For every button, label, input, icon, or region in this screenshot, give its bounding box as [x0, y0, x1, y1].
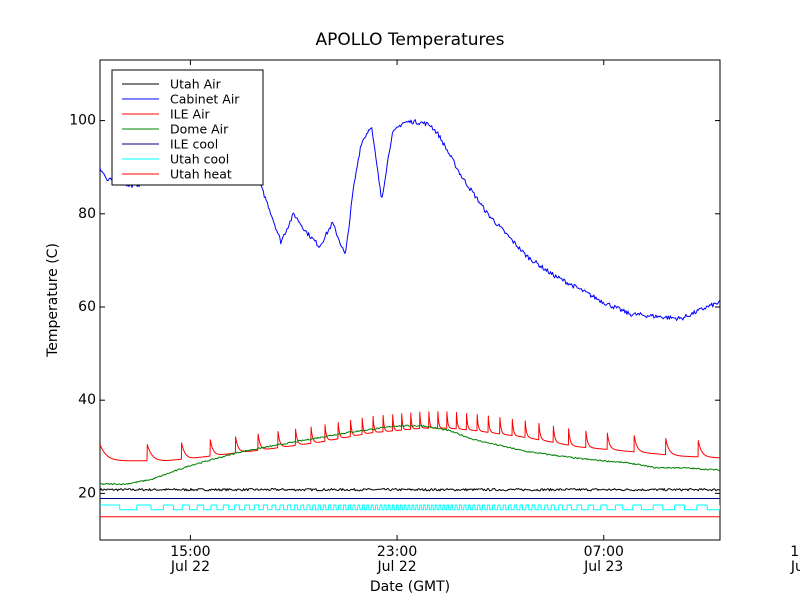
x-tick-date-1: Jul 22 [377, 559, 417, 575]
legend-box [111, 69, 264, 186]
x-tick-time-3: 15:00 [790, 544, 800, 560]
legend-label-utah-heat: Utah heat [170, 167, 232, 182]
x-tick-time-0: 15:00 [170, 544, 210, 560]
x-tick-time-1: 23:00 [377, 544, 417, 560]
y-tick-label-1: 40 [78, 392, 96, 408]
x-tick-date-0: Jul 22 [170, 559, 210, 575]
series-line-utah-cool [100, 504, 720, 511]
y-tick-label-2: 60 [78, 299, 96, 315]
y-axis-label: Temperature (C) [45, 243, 61, 358]
series-line-ile-air [100, 411, 720, 462]
x-tick-date-2: Jul 23 [583, 559, 623, 575]
legend-label-ile-air: ILE Air [170, 107, 211, 122]
legend-label-utah-cool: Utah cool [170, 152, 229, 167]
chart-title: APOLLO Temperatures [316, 30, 505, 50]
x-axis-label: Date (GMT) [370, 579, 450, 595]
y-tick-label-0: 20 [78, 485, 96, 501]
series-line-dome-air [100, 424, 720, 486]
series-line-utah-air [100, 488, 720, 492]
x-tick-time-2: 07:00 [584, 544, 624, 560]
legend-label-utah-air: Utah Air [170, 77, 222, 92]
y-tick-label-4: 100 [69, 113, 96, 129]
legend-label-cabinet-air: Cabinet Air [170, 92, 240, 107]
x-tick-date-3: Jul 23 [790, 559, 800, 575]
legend-label-dome-air: Dome Air [170, 122, 229, 137]
y-tick-label-3: 80 [78, 206, 96, 222]
legend-label-ile-cool: ILE cool [170, 137, 218, 152]
